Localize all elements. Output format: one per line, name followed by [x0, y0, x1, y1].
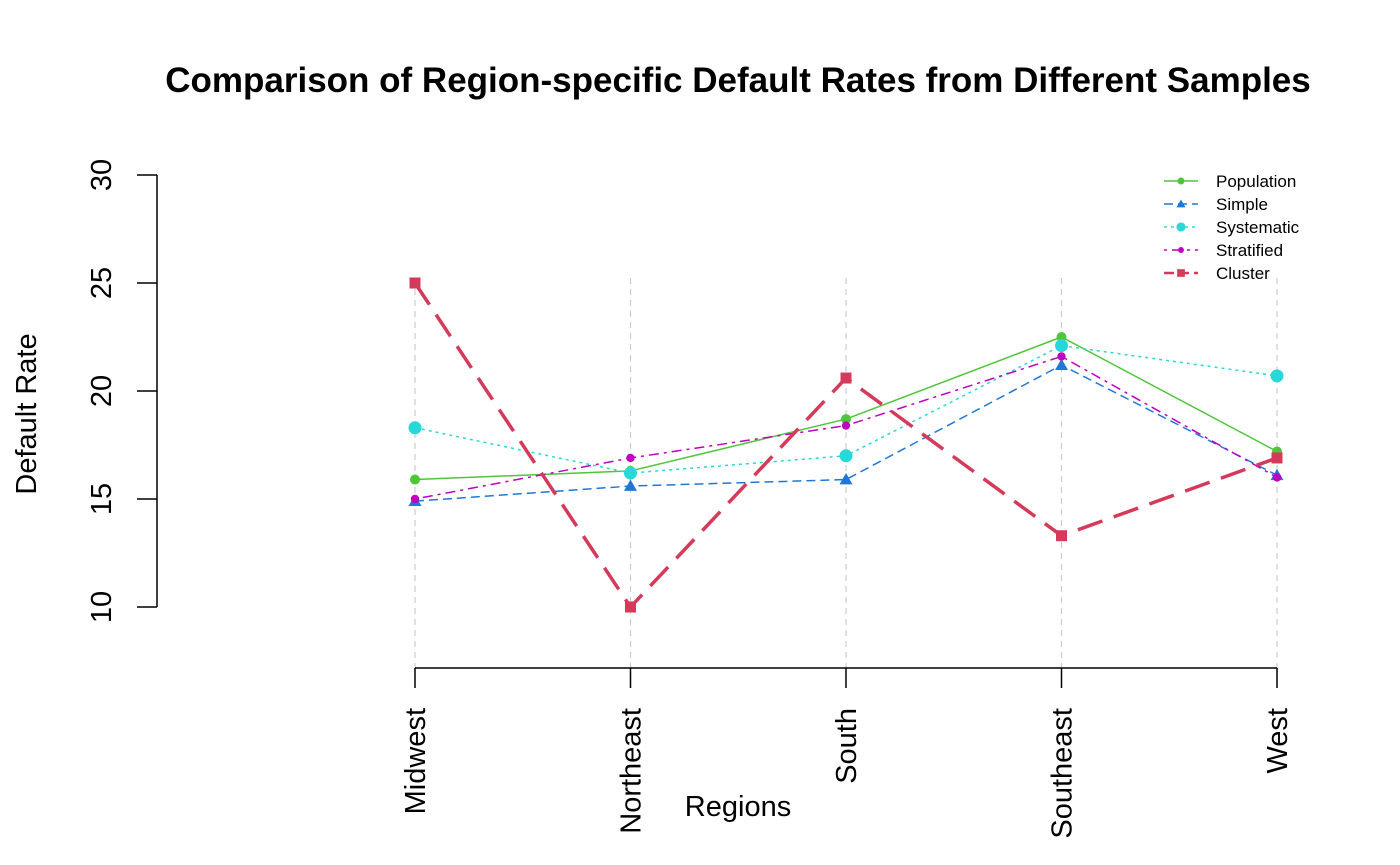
chart-title: Comparison of Region-specific Default Ra…: [165, 61, 1310, 100]
legend-marker: [1176, 222, 1186, 232]
data-point: [625, 601, 636, 613]
data-point: [408, 421, 422, 435]
series-line: [414, 364, 1278, 502]
data-point: [410, 474, 420, 485]
legend-item: Stratified: [1164, 241, 1283, 260]
legend: Population Simple Systematic Stratified Clus…: [1164, 172, 1300, 283]
series-layer: [408, 277, 1284, 613]
legend-marker: [1178, 247, 1184, 253]
data-point: [626, 453, 635, 463]
data-point: [839, 473, 853, 485]
legend-item: Systematic: [1164, 218, 1300, 237]
y-tick-label: 25: [86, 267, 118, 299]
legend-label: Simple: [1216, 195, 1268, 214]
legend-item: Simple: [1164, 195, 1268, 214]
series-systematic: [408, 339, 1284, 480]
legend-label: Stratified: [1216, 241, 1283, 260]
y-tick-label: 10: [86, 591, 118, 623]
series-cluster: [409, 277, 1283, 613]
y-tick-label: 30: [86, 159, 118, 191]
legend-label: Cluster: [1216, 264, 1270, 283]
x-tick-label: Midwest: [400, 708, 432, 814]
y-tick-label: 20: [86, 375, 118, 407]
x-tick-label: Southeast: [1047, 708, 1079, 839]
x-tick-label: South: [831, 708, 863, 784]
x-tick-label: Northeast: [616, 708, 648, 834]
data-point: [624, 466, 637, 480]
x-axis-label: Regions: [685, 791, 791, 823]
data-point: [841, 421, 851, 430]
series-stratified: [410, 352, 1282, 504]
y-tick-label: 15: [86, 483, 118, 515]
data-point: [839, 449, 853, 463]
legend-label: Population: [1216, 172, 1296, 191]
x-axis: Midwest Northeast South Southeast West: [400, 667, 1294, 839]
data-point: [1055, 339, 1068, 353]
data-point: [1057, 352, 1066, 361]
y-axis-label: Default Rate: [11, 333, 43, 494]
data-point: [410, 494, 420, 504]
legend-marker: [1177, 269, 1185, 277]
data-point: [840, 372, 852, 384]
legend-item: Population: [1164, 172, 1296, 191]
data-point: [1056, 530, 1067, 542]
y-axis: 10 15 20 25 30: [86, 159, 158, 623]
data-point: [409, 277, 421, 289]
series-simple: [408, 358, 1284, 507]
legend-item: Cluster: [1164, 264, 1270, 283]
legend-label: Systematic: [1216, 218, 1300, 237]
legend-marker: [1176, 199, 1186, 208]
data-point: [1055, 358, 1068, 370]
data-point: [1056, 332, 1067, 342]
data-point: [1271, 452, 1283, 464]
legend-marker: [1177, 177, 1185, 185]
x-tick-label: West: [1262, 708, 1294, 774]
data-point: [624, 479, 637, 491]
vertical-guides: [414, 278, 1278, 668]
data-point: [841, 414, 851, 425]
data-point: [1270, 369, 1284, 383]
data-point: [1272, 473, 1282, 482]
